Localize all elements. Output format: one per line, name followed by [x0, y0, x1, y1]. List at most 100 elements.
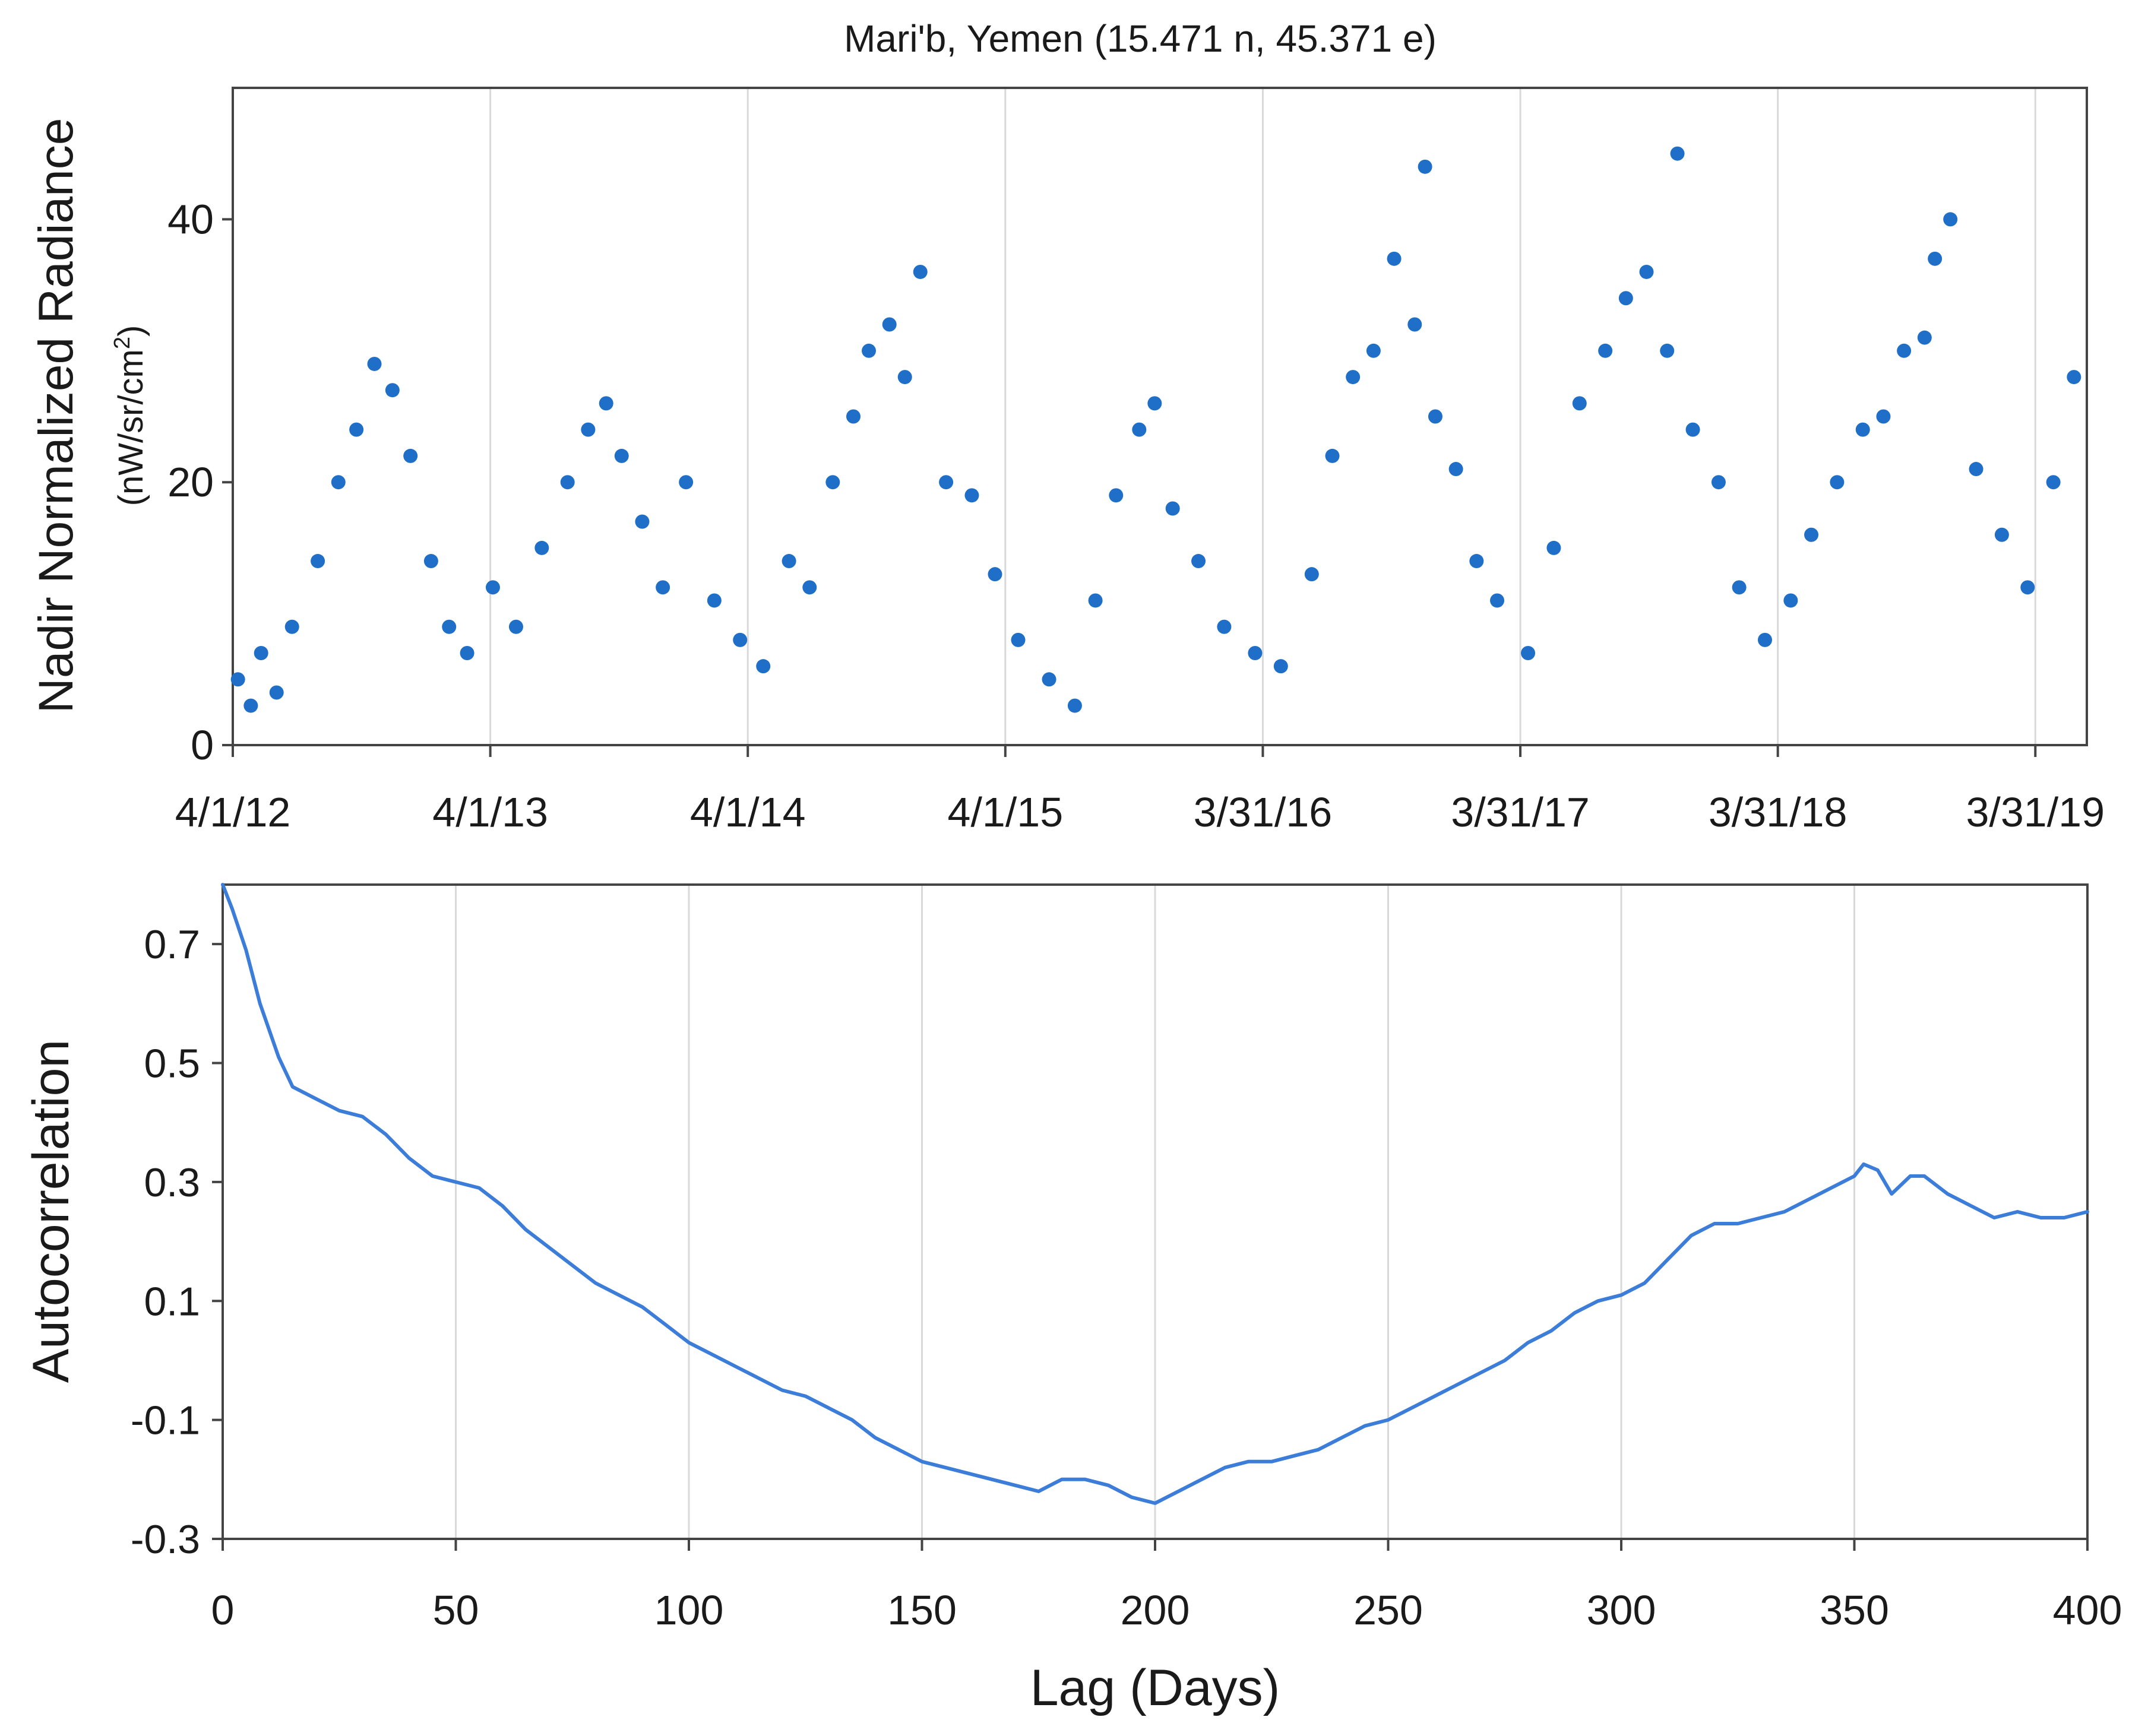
- scatter-point: [599, 396, 613, 411]
- scatter-point: [1011, 632, 1026, 647]
- scatter-point: [939, 475, 954, 490]
- bottom-x-axis-label: Lag (Days): [1030, 1659, 1280, 1716]
- scatter-point: [1147, 396, 1162, 411]
- scatter-point: [1639, 264, 1654, 279]
- scatter-point: [403, 448, 418, 463]
- autocorrelation-line: [221, 883, 2089, 1505]
- top-chart-title: Mari'b, Yemen (15.471 n, 45.371 e): [844, 17, 1437, 60]
- scatter-point: [913, 264, 928, 279]
- scatter-point: [534, 540, 549, 555]
- scatter-point: [1830, 475, 1845, 490]
- bottom-x-tick-label: 100: [654, 1587, 724, 1633]
- scatter-point: [1521, 646, 1536, 661]
- top-y-tick-label: 20: [167, 459, 214, 505]
- top-y-axis-label: Nadir Normalized Radiance: [29, 118, 83, 714]
- scatter-point: [1387, 251, 1402, 266]
- scatter-point: [311, 554, 325, 569]
- scatter-point: [1969, 462, 1984, 477]
- top-x-tick-label: 4/1/15: [948, 789, 1064, 835]
- scatter-point: [1042, 672, 1056, 687]
- scatter-point: [269, 685, 284, 700]
- scatter-point: [1943, 212, 1958, 227]
- units-superscript: 2: [110, 337, 135, 349]
- scatter-point: [1217, 619, 1232, 634]
- scatter-point: [635, 514, 650, 529]
- scatter-point: [2046, 475, 2061, 490]
- scatter-point: [862, 343, 877, 358]
- scatter-point: [1448, 462, 1463, 477]
- top-y-tick-label: 40: [167, 196, 214, 242]
- scatter-point: [1783, 593, 1798, 608]
- bottom-x-tick-labels: 0 50 100 150 200 250 300 350 400: [211, 1539, 2122, 1633]
- scatter-point: [1067, 698, 1082, 713]
- bottom-x-tick-label: 0: [211, 1587, 235, 1633]
- scatter-point: [1546, 540, 1561, 555]
- top-y-tick-labels: 0 20 40: [167, 196, 233, 768]
- scatter-point: [442, 619, 457, 634]
- scatter-point: [1109, 488, 1124, 503]
- bottom-x-tick-label: 200: [1121, 1587, 1190, 1633]
- scatter-point: [614, 448, 629, 463]
- scatter-point: [733, 632, 748, 647]
- bottom-x-tick-label: 50: [433, 1587, 479, 1633]
- bottom-x-tick-label: 400: [2053, 1587, 2122, 1633]
- top-x-tick-label: 3/31/17: [1451, 789, 1590, 835]
- scatter-point: [349, 422, 364, 437]
- scatter-point: [679, 475, 694, 490]
- scatter-point: [1325, 448, 1340, 463]
- scatter-point: [460, 646, 474, 661]
- bottom-y-tick-label: 0.5: [144, 1041, 200, 1086]
- bottom-y-tick-label: 0.3: [144, 1160, 200, 1205]
- scatter-point: [2067, 370, 2081, 385]
- scatter-point: [897, 370, 912, 385]
- scatter-point: [988, 567, 1002, 582]
- bottom-y-tick-label: 0.1: [144, 1279, 200, 1324]
- bottom-x-tick-label: 350: [1820, 1587, 1889, 1633]
- scatter-point: [1685, 422, 1700, 437]
- scatter-point: [1732, 580, 1747, 595]
- scatter-point: [1428, 409, 1442, 424]
- scatter-point: [1132, 422, 1147, 437]
- scatter-point: [367, 356, 382, 371]
- scatter-point: [560, 475, 575, 490]
- units-prefix: (nW/sr/cm: [112, 349, 150, 506]
- scatter-point: [485, 580, 500, 595]
- top-x-tick-label: 3/31/19: [1966, 789, 2105, 835]
- scatter-point: [782, 554, 796, 569]
- scatter-point: [1917, 330, 1932, 345]
- scatter-point: [656, 580, 670, 595]
- scatter-point: [1994, 527, 2009, 542]
- top-x-tick-label: 4/1/12: [175, 789, 291, 835]
- scatter-point: [1572, 396, 1587, 411]
- autocorrelation-panel: 0.7 0.5 0.3 0.1 -0.1 -0.3 0 50 100 150 200 250 300 3…: [23, 883, 2122, 1716]
- top-data-points: [230, 146, 2081, 713]
- bottom-y-tick-label: 0.7: [144, 922, 200, 967]
- top-x-tick-label: 4/1/13: [432, 789, 548, 835]
- scatter-point: [846, 409, 861, 424]
- scatter-point: [243, 698, 258, 713]
- bottom-y-axis-label: Autocorrelation: [23, 1040, 80, 1383]
- scatter-point: [1598, 343, 1613, 358]
- scatter-point: [1346, 370, 1361, 385]
- scatter-point: [423, 554, 438, 569]
- scatter-point: [1876, 409, 1891, 424]
- top-x-tick-label: 4/1/14: [690, 789, 806, 835]
- scatter-point: [802, 580, 817, 595]
- scatter-point: [1711, 475, 1726, 490]
- scatter-point: [1165, 501, 1180, 516]
- scatter-point: [1418, 159, 1432, 174]
- scatter-point: [707, 593, 722, 608]
- bottom-y-tick-labels: 0.7 0.5 0.3 0.1 -0.1 -0.3: [131, 922, 223, 1562]
- scatter-point: [1670, 146, 1685, 161]
- scatter-point: [1366, 343, 1381, 358]
- scatter-point: [825, 475, 840, 490]
- scatter-point: [756, 659, 771, 674]
- top-y-axis-units: (nW/sr/cm2): [110, 325, 150, 506]
- scatter-point: [1897, 343, 1912, 358]
- scatter-point: [1660, 343, 1675, 358]
- scatter-point: [1618, 291, 1633, 306]
- scatter-point: [1304, 567, 1319, 582]
- scatter-point: [1088, 593, 1103, 608]
- scatter-point: [1273, 659, 1288, 674]
